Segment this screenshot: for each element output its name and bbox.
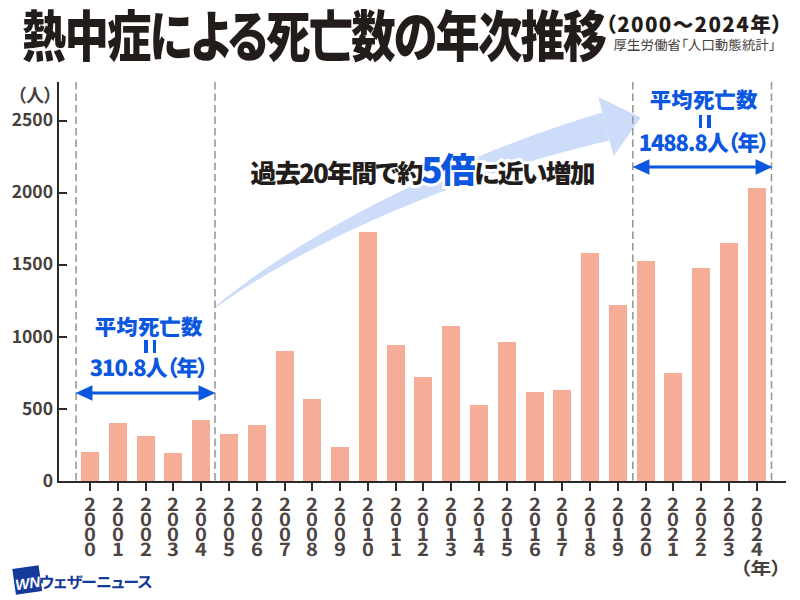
svg-text:WN: WN: [14, 573, 42, 593]
